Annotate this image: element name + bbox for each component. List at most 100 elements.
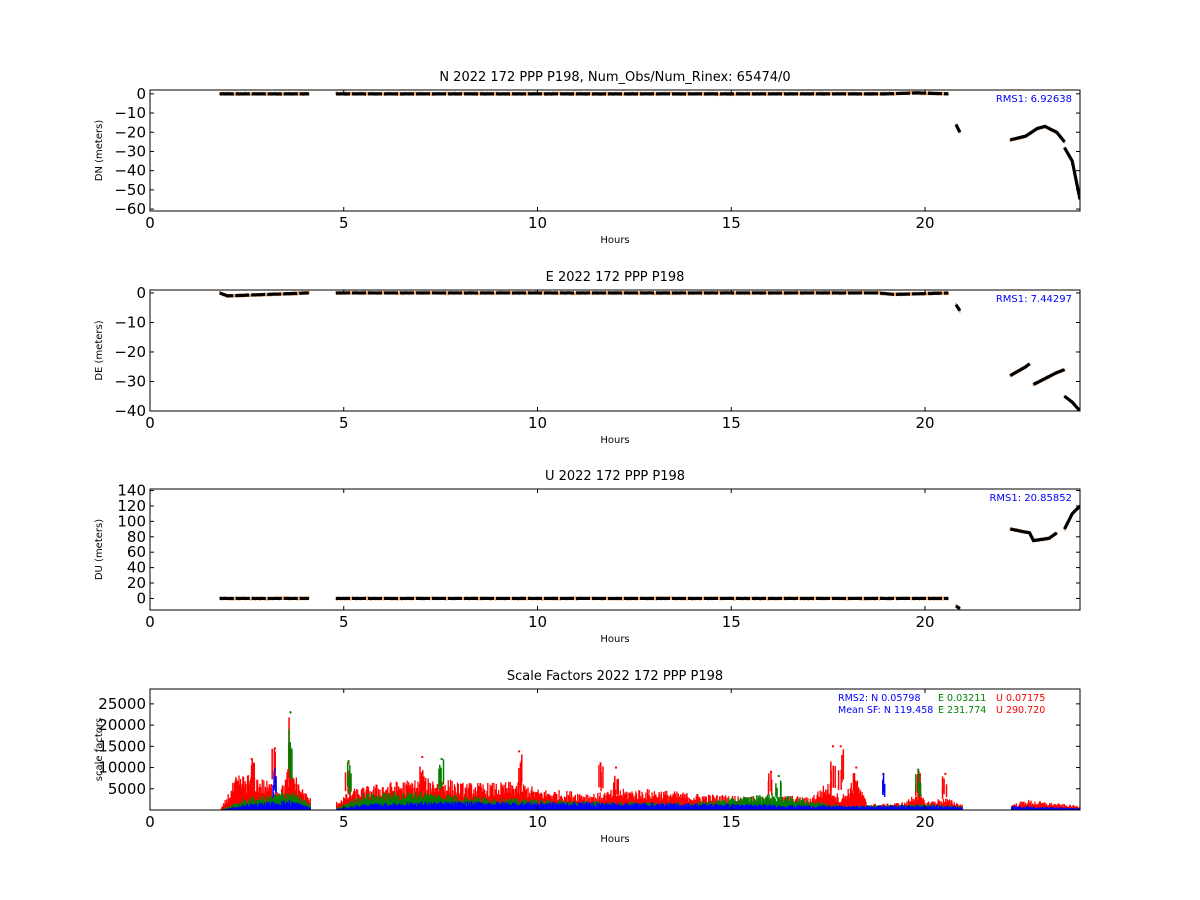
scale-factor-mark bbox=[346, 808, 348, 810]
scale-factor-mark bbox=[257, 799, 260, 810]
error-point bbox=[638, 92, 641, 96]
error-point bbox=[941, 291, 944, 295]
plot-title: E 2022 172 PPP P198 bbox=[546, 270, 685, 285]
scale-factor-mark bbox=[339, 804, 342, 810]
scale-factor-mark bbox=[346, 794, 348, 810]
scale-factor-mark bbox=[229, 797, 231, 810]
error-point bbox=[878, 92, 881, 96]
scale-factor-mark bbox=[504, 792, 506, 810]
scale-factor-mark bbox=[382, 793, 384, 810]
scale-factor-mark bbox=[519, 783, 521, 810]
scale-factor-mark bbox=[629, 792, 632, 810]
error-point bbox=[861, 597, 863, 601]
scale-factor-mark bbox=[405, 804, 408, 810]
scale-factor-mark bbox=[235, 808, 237, 810]
scale-factor-mark bbox=[1020, 801, 1022, 810]
scale-factor-mark bbox=[803, 801, 805, 810]
error-point bbox=[862, 597, 864, 601]
scale-factor-mark bbox=[1045, 803, 1048, 810]
scale-factor-mark bbox=[294, 802, 297, 810]
scale-factor-mark bbox=[806, 801, 808, 810]
error-point bbox=[509, 596, 512, 600]
scale-factor-mark bbox=[521, 792, 523, 810]
scale-factor-mark bbox=[337, 803, 339, 810]
scale-factor-mark bbox=[250, 773, 253, 810]
scale-factor-spike bbox=[616, 779, 618, 795]
scale-factor-mark bbox=[363, 788, 365, 810]
scale-factor-mark bbox=[599, 792, 601, 810]
error-point bbox=[863, 92, 865, 96]
error-point bbox=[895, 596, 897, 600]
scale-factor-mark bbox=[756, 795, 758, 810]
error-point bbox=[717, 290, 720, 294]
scale-factor-mark bbox=[358, 806, 360, 810]
error-point bbox=[495, 597, 497, 601]
scale-factor-mark bbox=[1064, 805, 1066, 810]
error-point bbox=[381, 597, 384, 601]
error-point bbox=[414, 291, 417, 295]
scale-factor-mark bbox=[229, 808, 232, 810]
scale-factor-mark bbox=[615, 796, 618, 810]
scale-factor-mark bbox=[1024, 802, 1027, 810]
error-point bbox=[509, 93, 512, 97]
error-point bbox=[845, 290, 848, 294]
scale-factor-mark bbox=[762, 799, 764, 810]
scale-factor-mark bbox=[429, 805, 432, 810]
scale-factor-spike bbox=[776, 787, 778, 799]
scale-factor-mark bbox=[615, 789, 617, 810]
scale-factor-mark bbox=[763, 798, 765, 810]
error-point bbox=[590, 92, 593, 96]
scale-factor-mark bbox=[228, 798, 230, 810]
scale-factor-mark bbox=[479, 783, 481, 810]
scale-factor-mark bbox=[309, 807, 311, 810]
scale-factor-mark bbox=[226, 808, 229, 810]
scale-factor-mark bbox=[859, 805, 862, 810]
scale-factor-mark bbox=[232, 782, 234, 810]
scale-factor-mark bbox=[536, 792, 539, 810]
scale-factor-mark bbox=[411, 803, 413, 810]
error-point bbox=[541, 597, 544, 601]
error-point bbox=[398, 291, 400, 295]
error-point bbox=[542, 290, 545, 294]
error-point bbox=[366, 92, 368, 96]
scale-factor-mark bbox=[303, 799, 305, 810]
scale-factor-mark bbox=[266, 801, 268, 810]
scale-factor-mark bbox=[515, 798, 518, 810]
scale-factor-mark bbox=[715, 796, 718, 810]
scale-factor-mark bbox=[243, 799, 245, 810]
scale-factor-mark bbox=[911, 801, 914, 810]
scale-factor-mark bbox=[298, 804, 301, 810]
scale-factor-mark bbox=[780, 794, 782, 810]
scale-factor-spike bbox=[273, 748, 276, 780]
scale-factor-mark bbox=[506, 788, 508, 810]
error-point bbox=[574, 292, 577, 296]
scale-factor-spike bbox=[614, 775, 616, 793]
scale-factor-mark bbox=[556, 793, 558, 810]
scale-factor-mark bbox=[453, 784, 456, 810]
scale-factor-mark bbox=[372, 792, 374, 810]
scale-factor-mark bbox=[349, 806, 352, 810]
scale-factor-mark bbox=[477, 785, 480, 810]
scale-factor-mark bbox=[267, 806, 270, 810]
error-point bbox=[829, 596, 831, 600]
scale-factor-mark bbox=[368, 806, 370, 810]
scale-factor-mark bbox=[353, 798, 356, 810]
scale-factor-mark bbox=[226, 803, 229, 810]
scale-factor-mark bbox=[770, 802, 773, 810]
scale-factor-mark bbox=[446, 802, 448, 810]
scale-factor-mark bbox=[391, 805, 393, 810]
scale-factor-mark bbox=[291, 802, 293, 810]
y-tick-label: 0 bbox=[136, 589, 146, 607]
scale-factor-mark bbox=[489, 784, 491, 810]
scale-factor-mark bbox=[566, 790, 568, 810]
scale-factor-mark bbox=[352, 808, 354, 810]
scale-factor-mark bbox=[413, 803, 415, 810]
scale-factor-mark bbox=[741, 798, 743, 810]
scale-factor-mark bbox=[446, 790, 448, 810]
scale-factor-spike bbox=[856, 782, 858, 797]
scale-factor-mark bbox=[856, 792, 858, 810]
plot-title: N 2022 172 PPP P198, Num_Obs/Num_Rinex: … bbox=[439, 70, 790, 85]
scale-factor-mark bbox=[465, 788, 467, 810]
scale-factor-mark bbox=[284, 803, 286, 810]
scale-factor-mark bbox=[253, 796, 255, 810]
